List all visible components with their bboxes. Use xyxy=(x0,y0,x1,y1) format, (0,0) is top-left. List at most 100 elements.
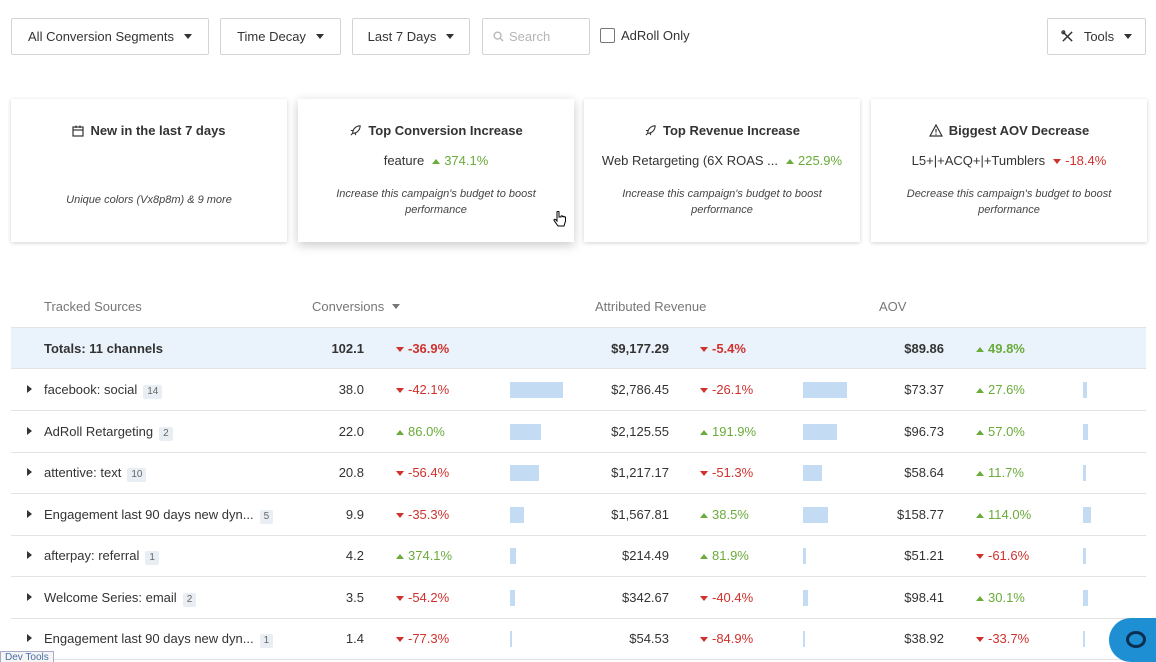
insight-card-conversion[interactable]: Top Conversion Increase feature 374.1% I… xyxy=(298,99,574,242)
arrow-up-icon xyxy=(976,388,984,393)
table-row[interactable]: AdRoll Retargeting 2 22.0 86.0% $2,125.55 191… xyxy=(11,411,1146,453)
change-value: -35.3% xyxy=(408,506,450,522)
change-value: -61.6% xyxy=(988,548,1030,563)
chat-button[interactable] xyxy=(1109,618,1156,662)
model-dropdown[interactable]: Time Decay xyxy=(220,18,341,55)
revenue-bar xyxy=(803,589,809,606)
adroll-only-checkbox[interactable]: AdRoll Only xyxy=(600,28,690,43)
card-subject: Web Retargeting (6X ROAS ... xyxy=(601,153,778,168)
calendar-icon xyxy=(72,125,85,137)
totals-row: Totals: 11 channels 102.1 -36.9% $9,177.… xyxy=(11,327,1146,369)
source-label: Engagement last 90 days new dyn... xyxy=(44,506,254,522)
card-change: -18.4% xyxy=(1065,153,1107,168)
revenue-bar xyxy=(803,548,807,564)
change-value: 191.9% xyxy=(712,423,757,439)
revenue-bar xyxy=(803,382,848,398)
expand-arrow-icon[interactable] xyxy=(27,634,32,642)
expand-arrow-icon[interactable] xyxy=(27,385,32,393)
table-row[interactable]: Engagement last 90 days new dyn... 1 1.4 -7… xyxy=(11,618,1146,660)
table-row[interactable]: afterpay: referral 1 4.2 374.1% $214.49 81.9%… xyxy=(11,535,1146,577)
conversions-value: 22.0 xyxy=(338,423,364,439)
change-value: -84.9% xyxy=(712,631,754,646)
chevron-down-icon xyxy=(446,34,455,39)
change-value: -56.4% xyxy=(408,465,450,480)
revenue-value: $2,786.45 xyxy=(611,382,669,397)
table-row[interactable]: facebook: social 14 38.0 -42.1% $2,786.45 -26… xyxy=(11,369,1146,411)
tools-label: Tools xyxy=(1083,29,1115,44)
aov-value: $98.41 xyxy=(904,589,944,605)
expand-arrow-icon[interactable] xyxy=(27,592,32,601)
card-title: Biggest AOV Decrease xyxy=(948,123,1090,138)
table-row[interactable]: Welcome Series: email 2 3.5 -54.2% $342.67 -4… xyxy=(11,577,1146,619)
arrow-down-icon xyxy=(396,595,404,601)
aov-bar xyxy=(1083,506,1091,523)
card-title: Top Conversion Increase xyxy=(368,123,523,138)
card-subject: L5+|+ACQ+|+Tumblers xyxy=(911,153,1046,168)
card-title: New in the last 7 days xyxy=(90,123,226,138)
header-aov[interactable]: AOV xyxy=(879,299,907,314)
conversions-value: 38.0 xyxy=(338,382,364,397)
expand-arrow-icon[interactable] xyxy=(27,509,32,518)
arrow-down-icon xyxy=(700,347,708,352)
arrow-up-icon xyxy=(976,471,984,476)
source-name: facebook: social 14 xyxy=(44,382,163,399)
conversions-bar xyxy=(510,631,512,647)
card-description: Decrease this campaign's budget to boost… xyxy=(906,188,1112,216)
sort-desc-icon xyxy=(392,304,401,309)
header-attributed-revenue[interactable]: Attributed Revenue xyxy=(595,299,707,314)
date-range-label: Last 7 Days xyxy=(367,29,437,44)
arrow-down-icon xyxy=(700,388,708,393)
search-icon xyxy=(493,31,504,42)
conversions-bar xyxy=(510,465,539,481)
source-label: Engagement last 90 days new dyn... xyxy=(44,631,254,646)
insight-card-aov[interactable]: Biggest AOV Decrease L5+|+ACQ+|+Tumblers… xyxy=(871,99,1147,242)
change-value: -26.1% xyxy=(712,382,754,397)
date-range-dropdown[interactable]: Last 7 Days xyxy=(352,18,470,55)
aov-value: $73.37 xyxy=(904,382,944,397)
aov-bar xyxy=(1083,589,1088,606)
arrow-up-icon xyxy=(785,159,794,164)
expand-arrow-icon[interactable] xyxy=(27,551,32,559)
revenue-value: $1,217.17 xyxy=(611,465,669,480)
conversions-value: 1.4 xyxy=(345,631,364,646)
expand-arrow-icon[interactable] xyxy=(27,468,32,476)
campaign-count-badge: 1 xyxy=(259,634,274,648)
expand-arrow-icon[interactable] xyxy=(27,426,32,435)
arrow-up-icon xyxy=(700,554,708,559)
header-tracked-sources[interactable]: Tracked Sources xyxy=(44,299,142,314)
totals-conversions: 102.1 xyxy=(331,341,364,356)
change-value: -33.7% xyxy=(988,631,1030,646)
warning-icon xyxy=(928,124,943,137)
table-row[interactable]: attentive: text 10 20.8 -56.4% $1,217.17 -51.… xyxy=(11,452,1146,494)
conversions-value: 3.5 xyxy=(345,589,364,605)
card-change: 374.1% xyxy=(444,153,489,168)
conversions-value: 9.9 xyxy=(345,506,364,522)
checkbox-box[interactable] xyxy=(600,28,615,43)
arrow-up-icon xyxy=(976,595,984,601)
source-label: AdRoll Retargeting xyxy=(44,423,154,439)
source-label: attentive: text xyxy=(44,465,122,480)
revenue-bar xyxy=(803,631,805,647)
chat-bubble-icon xyxy=(1126,631,1146,648)
segments-dropdown[interactable]: All Conversion Segments xyxy=(11,18,209,55)
source-name: Engagement last 90 days new dyn... 5 xyxy=(44,506,274,524)
campaign-count-badge: 2 xyxy=(159,426,173,441)
segments-label: All Conversion Segments xyxy=(28,29,174,44)
change-value: 30.1% xyxy=(988,589,1025,605)
source-name: afterpay: referral 1 xyxy=(44,548,159,565)
conversions-bar xyxy=(510,423,542,440)
arrow-down-icon xyxy=(396,471,404,476)
dev-tools-tab[interactable]: Dev Tools xyxy=(0,651,54,662)
revenue-bar xyxy=(803,423,837,440)
card-change: 225.9% xyxy=(797,153,843,168)
insight-card-revenue[interactable]: Top Revenue Increase Web Retargeting (6X… xyxy=(584,99,860,242)
change-value: 38.5% xyxy=(712,506,749,522)
header-conversions[interactable]: Conversions xyxy=(312,299,401,314)
chevron-down-icon xyxy=(183,34,192,39)
arrow-down-icon xyxy=(976,554,984,559)
campaign-count-badge: 14 xyxy=(143,385,163,399)
tools-dropdown[interactable]: Tools xyxy=(1047,18,1146,55)
hand-cursor-icon xyxy=(553,211,566,227)
table-row[interactable]: Engagement last 90 days new dyn... 5 9.9 -3… xyxy=(11,494,1146,536)
search-input[interactable]: Search xyxy=(482,18,590,55)
